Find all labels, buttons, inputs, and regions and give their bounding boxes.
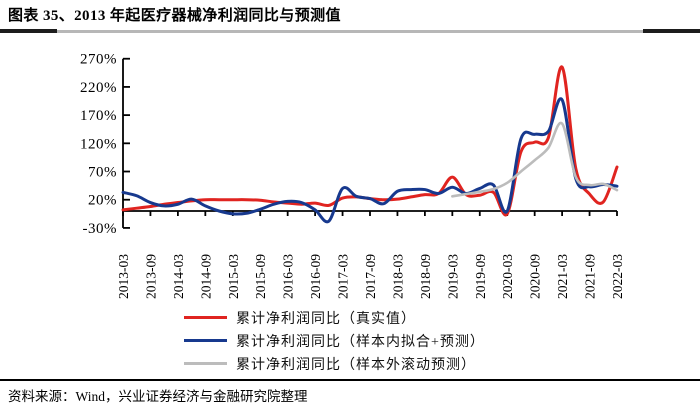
title-divider xyxy=(0,29,700,33)
divider-left-segment xyxy=(0,29,57,33)
series-line-2 xyxy=(451,121,619,198)
svg-text:2014-03: 2014-03 xyxy=(171,254,186,299)
svg-text:2020-09: 2020-09 xyxy=(528,254,543,299)
svg-text:2019-09: 2019-09 xyxy=(473,254,488,299)
legend: 累计净利润同比（真实值） 累计净利润同比（样本内拟合+预测） 累计净利润同比（样… xyxy=(184,306,485,375)
source-note: 资料来源：Wind，兴业证券经济与金融研究院整理 xyxy=(8,389,308,404)
legend-item-rolling-forecast: 累计净利润同比（样本外滚动预测） xyxy=(184,352,485,375)
svg-text:2018-03: 2018-03 xyxy=(390,254,405,299)
svg-text:2021-09: 2021-09 xyxy=(583,254,598,299)
divider-right-segment xyxy=(643,29,700,33)
legend-label-in-sample-fit: 累计净利润同比（样本内拟合+预测） xyxy=(236,334,485,350)
svg-text:2015-09: 2015-09 xyxy=(253,254,268,299)
legend-label-rolling-forecast: 累计净利润同比（样本外滚动预测） xyxy=(236,357,476,373)
svg-text:2016-03: 2016-03 xyxy=(281,254,296,299)
svg-text:170%: 170% xyxy=(80,108,117,124)
svg-text:70%: 70% xyxy=(88,165,117,181)
series-line-1 xyxy=(121,97,619,224)
svg-text:220%: 220% xyxy=(80,80,117,96)
legend-line-swatch-gray xyxy=(184,362,227,365)
svg-text:2022-03: 2022-03 xyxy=(610,254,625,299)
svg-text:2013-09: 2013-09 xyxy=(143,254,158,299)
legend-item-in-sample-fit: 累计净利润同比（样本内拟合+预测） xyxy=(184,329,485,352)
legend-line-swatch-blue xyxy=(184,339,227,342)
footer-divider xyxy=(0,379,700,381)
divider-mid-segment xyxy=(57,30,643,33)
chart-title: 图表 35、2013 年起医疗器械净利润同比与预测值 xyxy=(8,8,341,24)
axes xyxy=(122,57,618,229)
svg-text:20%: 20% xyxy=(88,193,117,209)
svg-text:2017-03: 2017-03 xyxy=(336,254,351,299)
x-axis-labels: 2013-03 2013-09 2014-03 2014-09 2015-03 2015-… xyxy=(116,254,625,299)
svg-text:2017-09: 2017-09 xyxy=(363,254,378,299)
legend-line-swatch-red xyxy=(184,316,227,319)
legend-item-actual: 累计净利润同比（真实值） xyxy=(184,306,485,329)
svg-text:2013-03: 2013-03 xyxy=(116,254,131,299)
svg-text:2019-03: 2019-03 xyxy=(445,254,460,299)
svg-text:-30%: -30% xyxy=(83,221,118,237)
legend-label-actual: 累计净利润同比（真实值） xyxy=(236,311,416,327)
svg-text:2015-03: 2015-03 xyxy=(226,254,241,299)
svg-text:270%: 270% xyxy=(80,52,117,68)
svg-text:2021-03: 2021-03 xyxy=(555,254,570,299)
svg-text:2016-09: 2016-09 xyxy=(308,254,323,299)
svg-text:120%: 120% xyxy=(80,136,117,152)
svg-text:2014-09: 2014-09 xyxy=(198,254,213,299)
svg-text:2018-09: 2018-09 xyxy=(418,254,433,299)
y-axis-labels: 270% 220% 170% 120% 70% 20% -30% xyxy=(80,52,117,237)
series-line-0 xyxy=(121,65,619,217)
svg-text:2020-03: 2020-03 xyxy=(500,254,515,299)
